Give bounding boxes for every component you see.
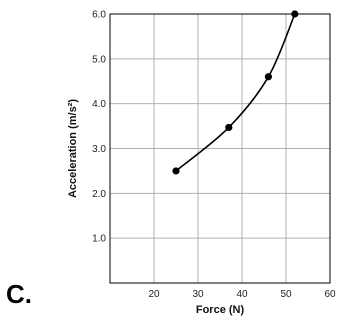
plot-frame <box>109 13 331 284</box>
x-tick-label: 40 <box>236 289 248 300</box>
x-axis-title: Force (N) <box>196 304 245 316</box>
x-tick-label: 30 <box>192 289 204 300</box>
y-tick-label: 2.0 <box>92 189 106 200</box>
panel-label: C. <box>6 279 32 309</box>
x-tick-label: 50 <box>280 289 292 300</box>
series-layer <box>172 10 299 175</box>
data-point <box>264 73 272 81</box>
data-point <box>172 167 180 175</box>
y-tick-label: 4.0 <box>92 99 106 110</box>
y-tick-label: 3.0 <box>92 144 106 155</box>
data-point <box>291 10 299 18</box>
y-tick-label: 5.0 <box>92 54 106 65</box>
axes <box>109 13 331 284</box>
y-tick-label: 6.0 <box>92 10 106 21</box>
tick-labels: 20 30 40 50 60 1.0 2.0 3.0 4.0 5.0 6.0 <box>92 10 336 301</box>
x-tick-label: 60 <box>324 289 336 300</box>
data-point <box>225 123 233 132</box>
y-tick-label: 1.0 <box>92 234 106 245</box>
y-axis-title: Acceleration (m/s²) <box>67 99 79 198</box>
series-line <box>175 13 296 172</box>
x-tick-label: 20 <box>148 289 160 300</box>
grid <box>110 14 330 283</box>
